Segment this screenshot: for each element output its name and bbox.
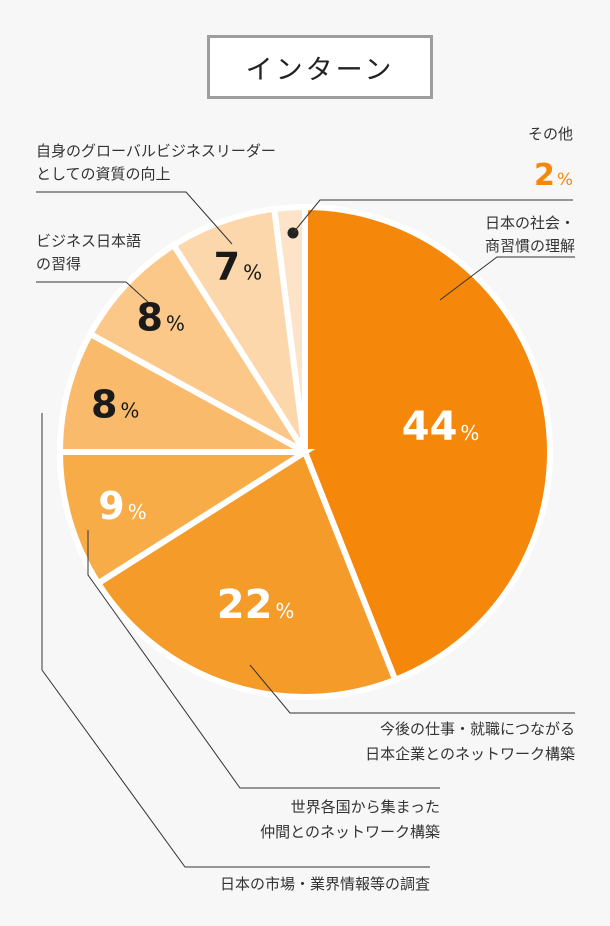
chart-title: インターン [207, 35, 433, 99]
leader-line [36, 281, 149, 303]
slice-category-label: 日本企業とのネットワーク構築 [365, 745, 575, 763]
leader-line [292, 199, 573, 234]
leader-line [41, 413, 430, 868]
slice-category-label: 日本の市場・業界情報等の調査 [220, 875, 430, 893]
leader-line [36, 191, 233, 245]
leader-line [249, 664, 575, 714]
slice-category-label: 仲間とのネットワーク構築 [260, 823, 440, 841]
leader-line [87, 530, 440, 789]
pie-slice [56, 329, 307, 455]
pie-slice [270, 203, 308, 453]
leader-line [439, 256, 575, 301]
slice-value-label: 22% [217, 582, 295, 628]
pie-slice [86, 240, 308, 455]
slice-value-label: 2% [534, 158, 573, 193]
slice-category-label: 自身のグローバルビジネスリーダー [36, 142, 276, 160]
pie-slice [93, 447, 400, 701]
slice-value-label: 8% [91, 382, 139, 426]
slice-category-label: その他 [528, 125, 573, 143]
slice-value-label: 44% [402, 404, 480, 450]
slice-category-label: の習得 [36, 255, 81, 273]
slice-category-label: 日本の社会・ [485, 214, 575, 232]
slice-value-label: 8% [136, 296, 184, 340]
pie-slice [56, 449, 316, 588]
slice-value-label: 9% [98, 484, 146, 528]
slice-category-label: ビジネス日本語 [36, 232, 141, 250]
slice-category-label: 今後の仕事・就職につながる [380, 720, 575, 738]
slice-category-label: 商習慣の理解 [485, 237, 575, 255]
slice-value-label: 7% [214, 245, 262, 289]
pie-slice [302, 203, 553, 684]
slice-category-label: 世界各国から集まった [291, 798, 440, 816]
slice-category-label: としての資質の向上 [36, 165, 171, 183]
